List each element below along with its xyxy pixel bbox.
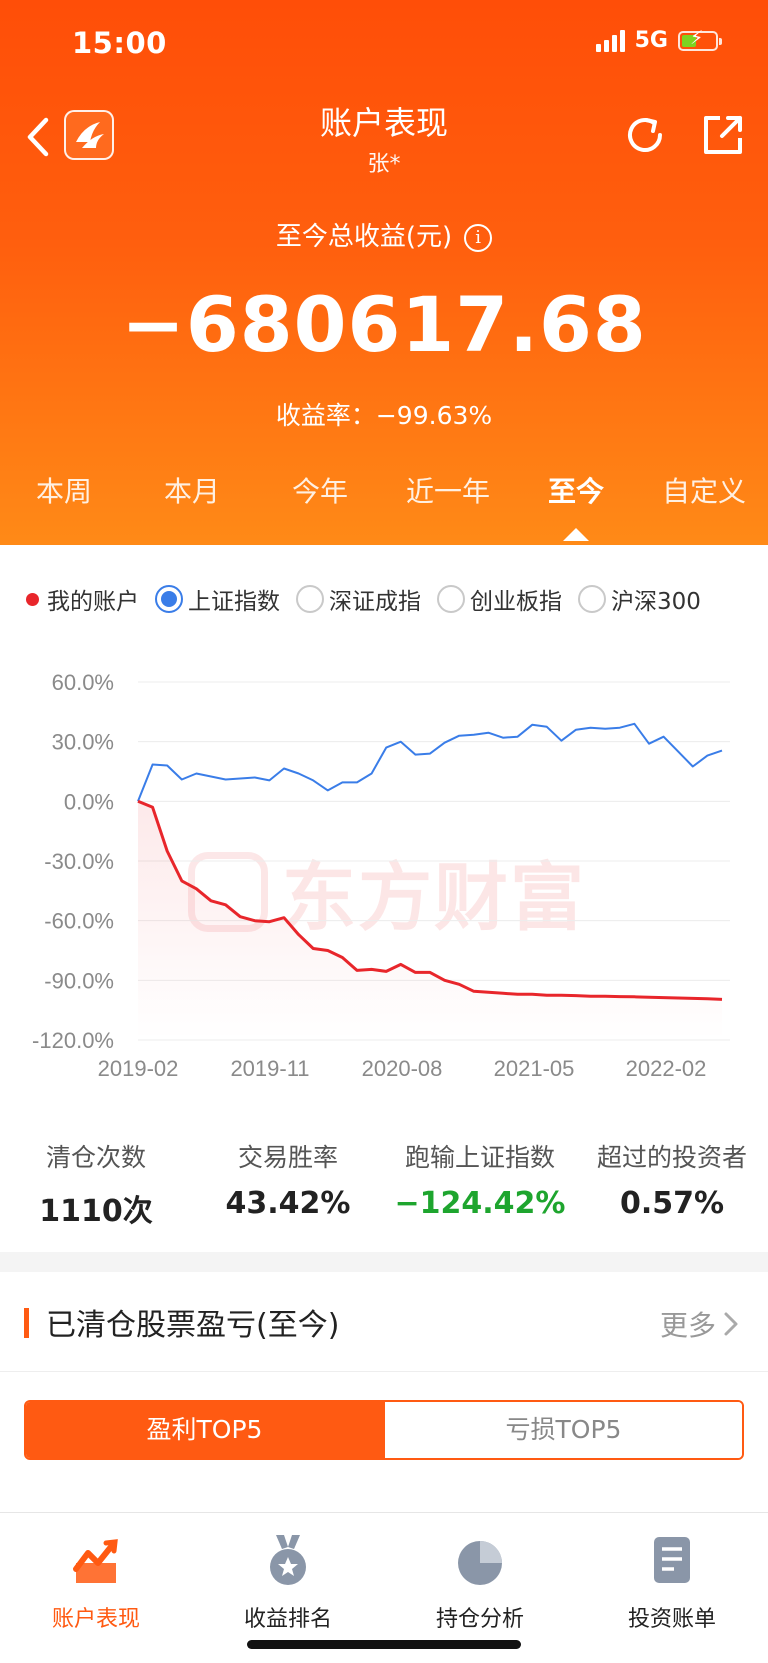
total-income-value: −680617.68 bbox=[121, 280, 647, 369]
more-link[interactable]: 更多 bbox=[659, 1309, 716, 1342]
red-dot-icon bbox=[26, 592, 39, 606]
y-tick-label: -60.0% bbox=[44, 909, 114, 934]
radio-checked-icon[interactable] bbox=[155, 585, 183, 613]
pie-chart-icon bbox=[458, 1541, 502, 1585]
segment-profit-top5[interactable]: 盈利TOP5 bbox=[26, 1402, 383, 1458]
stat-win-rate: 交易胜率 43.42% bbox=[225, 1143, 351, 1221]
performance-chart: 60.0% 30.0% 0.0% -30.0% -60.0% -90.0% -120.0% 2… bbox=[32, 670, 730, 1081]
tab-this-year[interactable]: 今年 bbox=[291, 475, 348, 508]
series-line-index bbox=[137, 722, 723, 802]
y-tick-label: -120.0% bbox=[32, 1028, 114, 1053]
tab-this-week[interactable]: 本周 bbox=[35, 475, 92, 508]
chevron-right-icon[interactable] bbox=[722, 1310, 740, 1338]
index-option-chinext[interactable]: 创业板指 bbox=[437, 582, 562, 616]
x-tick-label: 2022-02 bbox=[626, 1056, 707, 1081]
stat-clearances: 清仓次数 1110次 bbox=[39, 1143, 153, 1229]
share-icon[interactable] bbox=[700, 112, 746, 158]
index-option-hs300[interactable]: 沪深300 bbox=[578, 582, 701, 616]
x-tick-label: 2019-11 bbox=[230, 1056, 309, 1081]
tab-to-date[interactable]: 至今 bbox=[512, 470, 640, 541]
stat-vs-index: 跑输上证指数 −124.42% bbox=[394, 1143, 566, 1221]
page-title: 账户表现 bbox=[319, 104, 448, 142]
account-area-fill bbox=[138, 801, 722, 1040]
x-tick-label: 2019-02 bbox=[98, 1056, 179, 1081]
index-option-szse[interactable]: 深证成指 bbox=[296, 582, 421, 616]
cleared-stocks-header: 已清仓股票盈亏(至今) 更多 bbox=[0, 1272, 768, 1372]
radio-unchecked-icon[interactable] bbox=[296, 585, 324, 613]
y-tick-label: 60.0% bbox=[52, 670, 114, 695]
home-indicator bbox=[247, 1640, 521, 1649]
chart-legend: 我的账户 上证指数 深证成指 创业板指 沪深300 bbox=[26, 582, 756, 616]
radio-unchecked-icon[interactable] bbox=[437, 585, 465, 613]
bottom-tab-bar: 账户表现 收益排名 持仓分析 投资账单 bbox=[0, 1512, 768, 1663]
tab-custom[interactable]: 自定义 bbox=[661, 475, 746, 508]
app-logo bbox=[64, 110, 114, 160]
tab-last-year[interactable]: 近一年 bbox=[405, 475, 490, 508]
medal-icon bbox=[270, 1535, 306, 1585]
period-tabs: 本周 本月 今年 近一年 至今 自定义 bbox=[0, 470, 768, 541]
info-icon[interactable]: i bbox=[464, 224, 493, 252]
y-tick-label: 0.0% bbox=[64, 789, 114, 814]
index-option-sse[interactable]: 上证指数 bbox=[155, 582, 280, 616]
y-tick-label: -30.0% bbox=[44, 849, 114, 874]
legend-my-account: 我的账户 bbox=[26, 582, 139, 616]
stat-percentile: 超过的投资者 0.57% bbox=[596, 1143, 747, 1221]
tab-account-performance[interactable]: 账户表现 bbox=[0, 1533, 192, 1633]
back-chevron-icon[interactable] bbox=[22, 112, 54, 162]
y-tick-label: 30.0% bbox=[52, 730, 114, 755]
series-line-my-account bbox=[137, 799, 723, 1001]
tab-this-month[interactable]: 本月 bbox=[163, 475, 220, 508]
tab-holding-analysis[interactable]: 持仓分析 bbox=[384, 1533, 576, 1633]
account-name: 张* bbox=[367, 152, 401, 177]
document-list-icon bbox=[654, 1537, 690, 1583]
status-indicators: 5G ⚡ bbox=[595, 28, 722, 53]
signal-icon bbox=[595, 29, 625, 52]
segment-loss-top5[interactable]: 亏损TOP5 bbox=[383, 1402, 742, 1458]
battery-icon: ⚡ bbox=[678, 28, 722, 51]
y-tick-label: -90.0% bbox=[44, 968, 114, 993]
refresh-icon[interactable] bbox=[622, 112, 668, 158]
trend-chart-icon bbox=[73, 1539, 118, 1583]
profit-loss-toggle: 盈利TOP5 亏损TOP5 bbox=[24, 1400, 744, 1460]
radio-unchecked-icon[interactable] bbox=[578, 585, 606, 613]
section-title: 已清仓股票盈亏(至今) bbox=[46, 1308, 340, 1343]
status-time: 15:00 bbox=[72, 26, 167, 60]
return-rate: 收益率：−99.63% bbox=[275, 401, 493, 430]
x-tick-label: 2020-08 bbox=[362, 1056, 443, 1081]
total-income-label: 至今总收益(元) i bbox=[0, 216, 768, 253]
section-accent-bar bbox=[24, 1308, 29, 1338]
x-tick-label: 2021-05 bbox=[494, 1056, 575, 1081]
header-hero: 15:00 5G ⚡ 账户表现 张* 至今总收益(元) i −680617.68 … bbox=[0, 0, 768, 545]
network-type: 5G bbox=[634, 28, 668, 53]
section-divider bbox=[0, 1252, 768, 1272]
stats-row: 清仓次数 1110次 交易胜率 43.42% 跑输上证指数 −124.42% 超… bbox=[0, 1138, 768, 1230]
tab-income-ranking[interactable]: 收益排名 bbox=[192, 1533, 384, 1633]
tab-investment-bill[interactable]: 投资账单 bbox=[576, 1533, 768, 1633]
watermark: 东方财富 bbox=[188, 838, 586, 945]
app-logo-icon bbox=[76, 122, 104, 148]
